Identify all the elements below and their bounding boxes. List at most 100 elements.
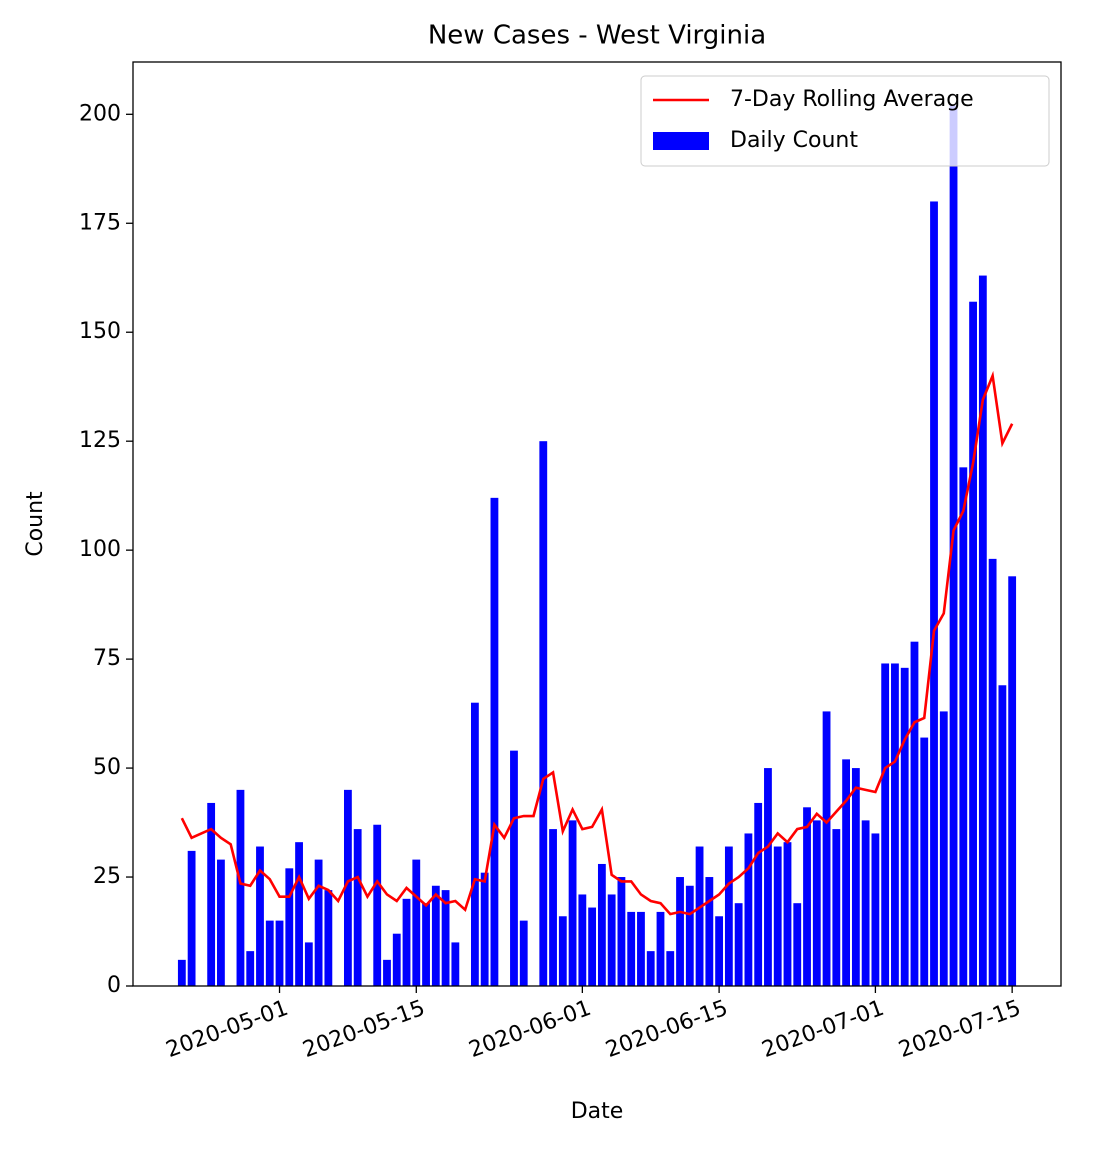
- bar: [490, 497, 499, 986]
- bar: [685, 885, 694, 986]
- chart-title: New Cases - West Virginia: [428, 21, 766, 51]
- bar: [597, 863, 606, 986]
- y-tick-label: 175: [79, 210, 121, 235]
- rolling-line: [180, 370, 1014, 916]
- bar: [744, 833, 753, 986]
- bar: [754, 802, 763, 986]
- bar: [558, 916, 567, 986]
- bar: [256, 846, 264, 986]
- y-tick-label: 150: [79, 319, 121, 344]
- bar: [607, 894, 616, 986]
- bar: [842, 759, 851, 986]
- bar: [861, 820, 870, 986]
- bar: [510, 750, 518, 986]
- bar: [959, 467, 968, 987]
- x-tick-label: 2020-06-01: [466, 996, 595, 1063]
- x-tick-label: 2020-06-15: [603, 996, 732, 1063]
- bar: [373, 824, 382, 986]
- bar: [627, 911, 636, 986]
- legend-box: [640, 75, 1050, 167]
- bar: [832, 829, 841, 986]
- bar: [304, 942, 313, 986]
- bar: [920, 737, 929, 986]
- bar: [549, 829, 557, 986]
- bar: [764, 768, 772, 986]
- x-axis-label: Date: [571, 1099, 624, 1124]
- bar: [734, 903, 743, 986]
- bar: [617, 877, 626, 986]
- y-tick-label: 200: [79, 101, 121, 126]
- x-tick-label: 2020-05-15: [300, 996, 429, 1063]
- bar: [578, 894, 587, 986]
- y-tick-label: 0: [107, 973, 121, 998]
- bar: [773, 846, 782, 986]
- bar: [392, 933, 401, 986]
- bar: [324, 890, 333, 986]
- bar: [236, 789, 245, 986]
- bar: [910, 641, 919, 986]
- bar: [412, 859, 421, 986]
- bar: [715, 916, 724, 986]
- y-tick-label: 75: [93, 646, 121, 671]
- bar: [646, 951, 655, 986]
- bar: [676, 877, 684, 986]
- bar: [637, 911, 645, 986]
- legend-swatch: [653, 132, 709, 150]
- bar: [978, 275, 987, 986]
- x-tick-label: 2020-07-15: [896, 996, 1025, 1063]
- bar: [705, 877, 714, 986]
- bar: [402, 898, 411, 986]
- bar: [656, 911, 665, 986]
- bar: [217, 859, 225, 986]
- legend-label: Daily Count: [730, 128, 858, 153]
- y-tick-label: 125: [79, 428, 121, 453]
- y-tick-label: 50: [93, 755, 121, 780]
- bar: [568, 820, 577, 986]
- bar: [187, 850, 196, 986]
- bar: [207, 802, 216, 986]
- bar: [275, 920, 284, 986]
- bar: [343, 789, 352, 986]
- bar: [988, 558, 997, 986]
- bar: [519, 920, 528, 986]
- x-tick-label: 2020-07-01: [759, 996, 888, 1063]
- x-tick-label: 2020-05-01: [163, 996, 292, 1063]
- bar: [265, 920, 274, 986]
- bar: [431, 885, 440, 986]
- bar: [422, 903, 430, 986]
- bar: [666, 951, 675, 986]
- bar: [900, 667, 909, 986]
- bar: [1008, 576, 1017, 986]
- bar: [949, 105, 958, 987]
- bar: [470, 702, 479, 986]
- bar: [969, 301, 977, 986]
- plot-frame: [132, 61, 1062, 987]
- legend-label: 7-Day Rolling Average: [730, 87, 974, 112]
- bar: [314, 859, 323, 986]
- bar: [803, 807, 811, 986]
- bar: [930, 201, 938, 987]
- bar: [295, 842, 303, 986]
- bar: [724, 846, 733, 986]
- bar: [998, 685, 1007, 986]
- bar: [285, 868, 294, 986]
- bar: [871, 833, 880, 986]
- bar: [822, 711, 831, 986]
- bar: [695, 846, 704, 986]
- bar: [246, 951, 255, 986]
- bar: [480, 872, 489, 986]
- bar: [891, 663, 899, 986]
- bar: [539, 441, 548, 986]
- bar: [881, 663, 890, 986]
- bar: [383, 959, 391, 986]
- bar: [939, 711, 948, 986]
- bar: [177, 959, 186, 986]
- bar: [588, 907, 597, 986]
- y-tick-label: 100: [79, 537, 121, 562]
- bar: [451, 942, 460, 986]
- bar: [441, 890, 450, 986]
- bar: [353, 829, 362, 986]
- bar: [793, 903, 802, 986]
- y-tick-label: 25: [93, 864, 121, 889]
